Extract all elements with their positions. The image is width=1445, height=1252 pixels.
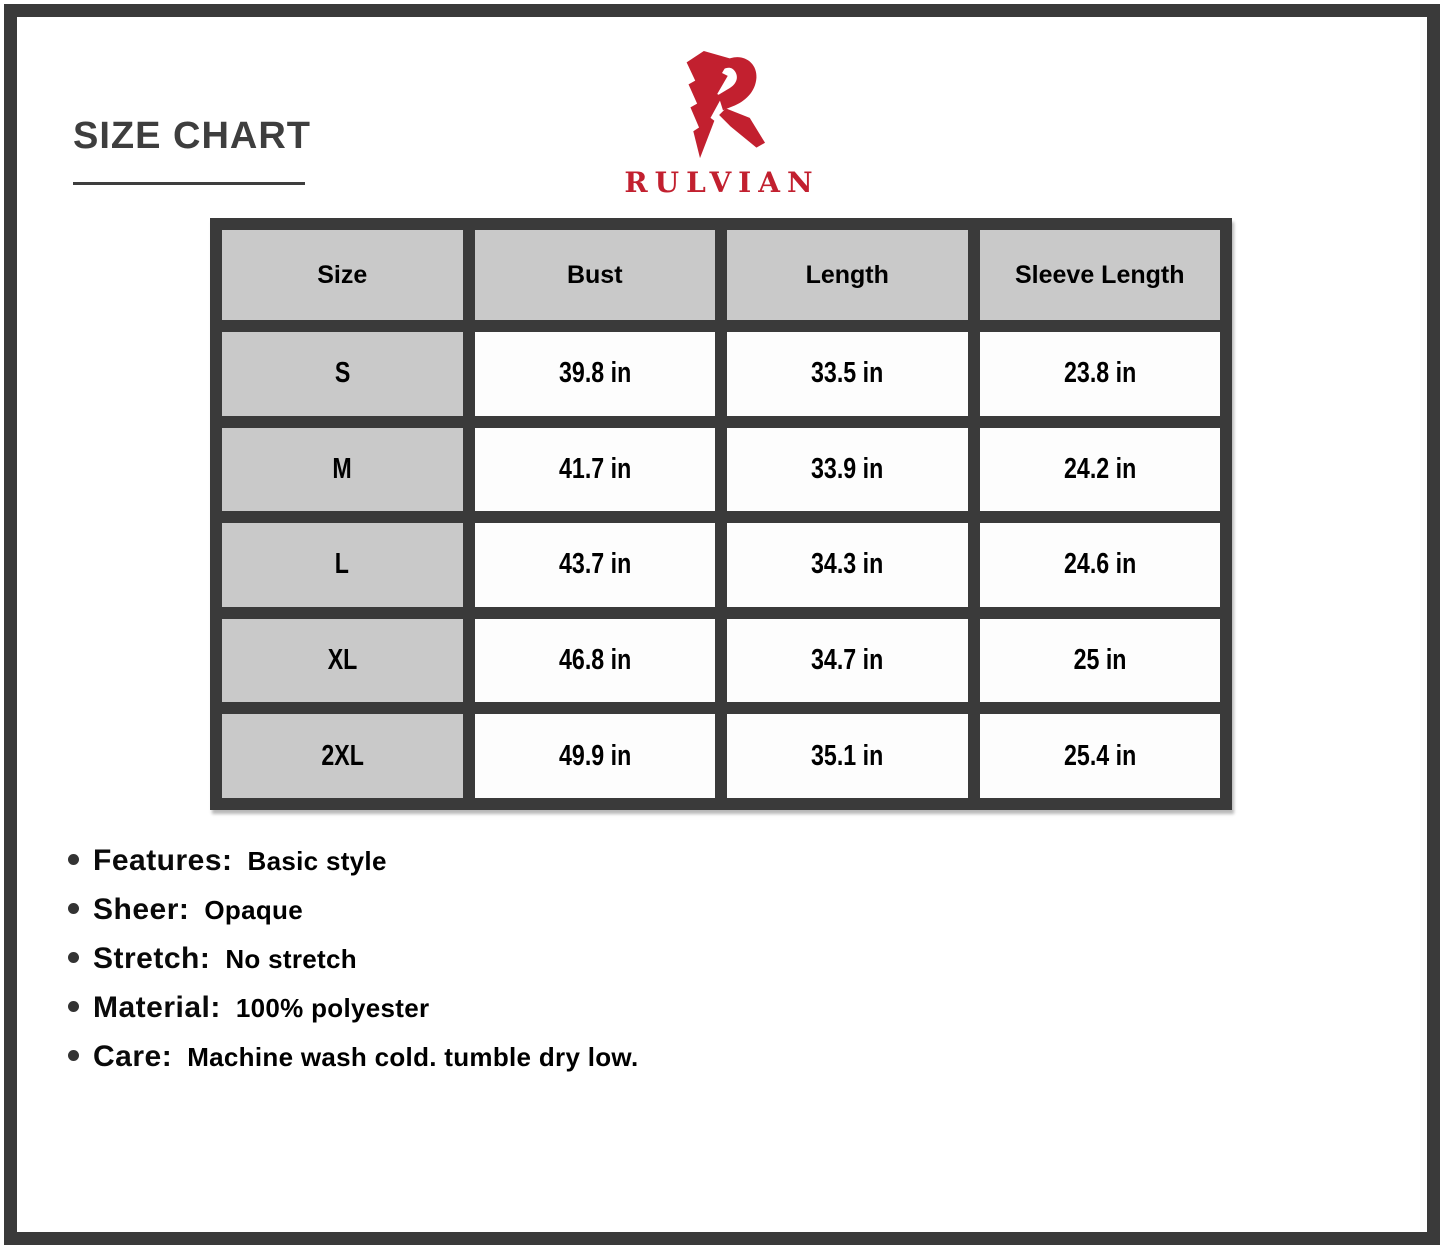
sleeve-cell: 24.6 in (979, 523, 1220, 607)
sleeve-cell: 23.8 in (979, 332, 1220, 416)
detail-item-material: Material: 100% polyester (68, 990, 639, 1026)
detail-value: Machine wash cold. tumble dry low. (187, 1042, 639, 1072)
detail-label: Sheer: (93, 893, 190, 926)
bust-cell: 49.9 in (474, 714, 715, 798)
sleeve-cell: 24.2 in (979, 427, 1220, 512)
size-cell: L (222, 523, 463, 607)
bust-cell: 46.8 in (474, 618, 715, 703)
bust-cell: 43.7 in (474, 523, 715, 607)
detail-value: Opaque (204, 895, 303, 925)
table-row-m: M 41.7 in 33.9 in 24.2 in (222, 427, 1220, 512)
detail-item-stretch: Stretch: No stretch (68, 941, 639, 977)
detail-item-sheer: Sheer: Opaque (68, 892, 639, 928)
size-table: Size Bust Length Sleeve Length S 39.8 in… (210, 218, 1232, 810)
bullet-icon (68, 1000, 79, 1012)
detail-value: Basic style (247, 846, 387, 876)
size-cell: 2XL (222, 714, 463, 798)
bullet-icon (68, 951, 79, 963)
bullet-icon (68, 853, 79, 865)
size-table-body: S 39.8 in 33.5 in 23.8 in M 41.7 in 33.9… (222, 332, 1220, 798)
detail-item-features: Features: Basic style (68, 843, 639, 879)
detail-value: No stretch (225, 944, 357, 974)
col-header-bust: Bust (474, 230, 715, 320)
brand-name: RULVIAN (624, 166, 820, 199)
detail-label: Material: (93, 991, 221, 1024)
table-row-2xl: 2XL 49.9 in 35.1 in 25.4 in (222, 714, 1220, 798)
table-row-xl: XL 46.8 in 34.7 in 25 in (222, 618, 1220, 703)
bust-cell: 41.7 in (474, 427, 715, 512)
length-cell: 33.9 in (727, 427, 968, 512)
size-cell: M (222, 427, 463, 512)
sleeve-cell: 25 in (979, 618, 1220, 703)
bullet-icon (68, 1049, 79, 1061)
page-title: SIZE CHART (73, 115, 311, 157)
length-cell: 34.7 in (727, 618, 968, 703)
table-row-s: S 39.8 in 33.5 in 23.8 in (222, 332, 1220, 416)
product-details-list: Features: Basic style Sheer: Opaque Stre… (68, 843, 639, 1088)
detail-label: Stretch: (93, 942, 211, 975)
brand-r-icon (686, 50, 766, 159)
col-header-length: Length (727, 230, 968, 320)
length-cell: 34.3 in (727, 523, 968, 607)
bullet-icon (68, 902, 79, 914)
bust-cell: 39.8 in (474, 332, 715, 416)
brand-logo: RULVIAN (572, 50, 872, 199)
length-cell: 35.1 in (727, 714, 968, 798)
detail-label: Care: (93, 1040, 173, 1073)
size-cell: S (222, 332, 463, 416)
header-row: Size Bust Length Sleeve Length (222, 230, 1220, 320)
detail-label: Features: (93, 844, 233, 877)
col-header-size: Size (222, 230, 463, 320)
title-underline (73, 182, 305, 185)
size-cell: XL (222, 618, 463, 703)
length-cell: 33.5 in (727, 332, 968, 416)
size-table-header: Size Bust Length Sleeve Length (222, 230, 1220, 320)
detail-value: 100% polyester (235, 993, 430, 1023)
col-header-sleeve-length: Sleeve Length (979, 230, 1220, 320)
detail-item-care: Care: Machine wash cold. tumble dry low. (68, 1039, 639, 1075)
sleeve-cell: 25.4 in (979, 714, 1220, 798)
table-row-l: L 43.7 in 34.3 in 24.6 in (222, 523, 1220, 607)
